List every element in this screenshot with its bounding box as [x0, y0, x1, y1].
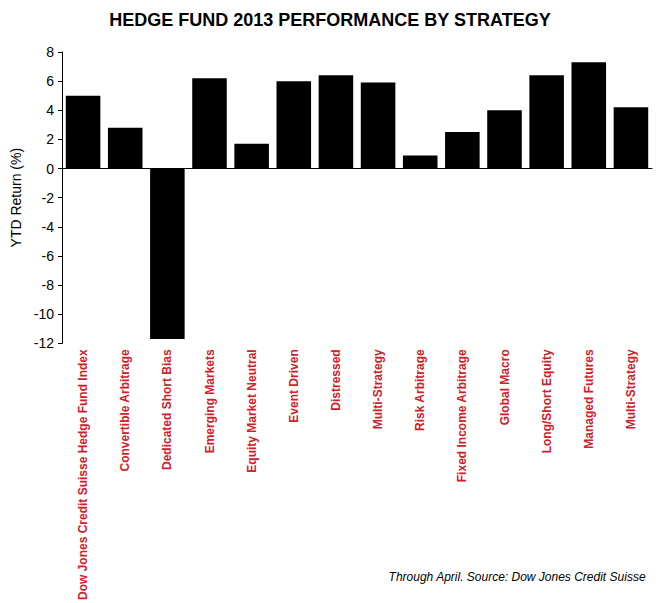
svg-text:0: 0	[46, 161, 54, 177]
svg-text:-8: -8	[42, 277, 55, 293]
svg-text:HEDGE FUND 2013 PERFORMANCE BY: HEDGE FUND 2013 PERFORMANCE BY STRATEGY	[109, 10, 550, 30]
svg-text:Dedicated Short Bias: Dedicated Short Bias	[160, 349, 174, 470]
svg-text:Equity Market Neutral: Equity Market Neutral	[245, 349, 259, 472]
svg-text:2: 2	[46, 131, 54, 147]
svg-text:Managed Futures: Managed Futures	[582, 349, 596, 449]
svg-text:-2: -2	[42, 190, 55, 206]
svg-text:Through April. Source: Dow Jon: Through April. Source: Dow Jones Credit …	[389, 570, 646, 584]
svg-text:Convertible Arbitrage: Convertible Arbitrage	[118, 349, 132, 472]
svg-text:4: 4	[46, 102, 54, 118]
svg-text:-6: -6	[42, 248, 55, 264]
svg-text:-4: -4	[42, 219, 55, 235]
svg-text:Long/Short Equity: Long/Short Equity	[540, 349, 554, 453]
svg-text:Dow Jones Credit Suisse Hedge: Dow Jones Credit Suisse Hedge Fund Index	[76, 349, 90, 600]
svg-text:8: 8	[46, 44, 54, 60]
svg-text:6: 6	[46, 73, 54, 89]
svg-text:-12: -12	[34, 335, 54, 351]
svg-text:-10: -10	[34, 306, 54, 322]
svg-text:Emerging Markets: Emerging Markets	[203, 349, 217, 453]
svg-text:Distressed: Distressed	[329, 349, 343, 410]
svg-text:Risk Arbitrage: Risk Arbitrage	[413, 349, 427, 431]
svg-text:Global Macro: Global Macro	[498, 349, 512, 425]
svg-text:Multi-Strategy: Multi-Strategy	[371, 349, 385, 429]
svg-text:Multi-Strategy: Multi-Strategy	[624, 349, 638, 429]
svg-text:Fixed Income Arbitrage: Fixed Income Arbitrage	[455, 349, 469, 482]
svg-text:Event Driven: Event Driven	[287, 349, 301, 422]
svg-text:YTD Return (%): YTD Return (%)	[8, 148, 24, 248]
